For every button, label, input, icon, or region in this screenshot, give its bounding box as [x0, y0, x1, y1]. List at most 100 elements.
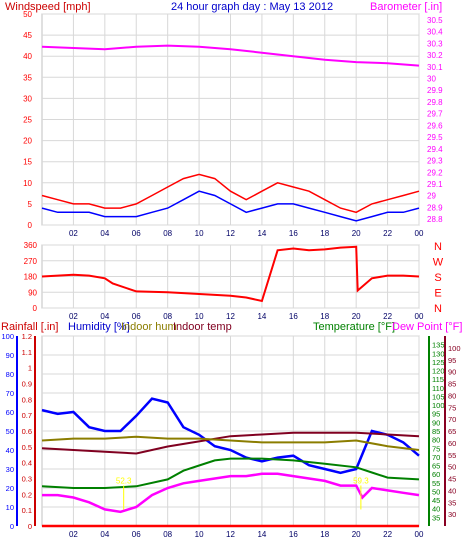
- compass-label: S: [434, 272, 441, 284]
- climate-x-tick-label: 20: [352, 530, 361, 539]
- wind-x-tick-label: 16: [289, 229, 298, 238]
- direction-degree-labels: 0 90 180 270 360: [24, 241, 38, 313]
- annotation-label: 52.3: [116, 476, 132, 485]
- climate-x-tick-label: 12: [226, 530, 235, 539]
- climate-x-tick-label: 16: [289, 530, 298, 539]
- barometer-tick-label: 30.2: [427, 51, 443, 60]
- direction-degree-label: 180: [24, 273, 38, 282]
- time-tick-labels-direction: 02 04 06 08 10 12 14 16 18 20 22 00: [69, 312, 424, 321]
- compass-label: N: [434, 241, 442, 253]
- climate-axis-tick-label: 130: [432, 349, 445, 358]
- climate-axis-tick-label: 0: [28, 522, 32, 531]
- climate-x-tick-label: 00: [415, 530, 424, 539]
- wind-x-tick-label: 08: [163, 229, 172, 238]
- legend-indoor-temp: Indoor temp: [173, 321, 232, 333]
- climate-axis-tick-label: 0.5: [22, 443, 32, 452]
- climate-axis-tick-label: 50: [6, 427, 14, 436]
- climate-axis-tick-label: 65: [448, 427, 456, 436]
- barometer-tick-label: 29.3: [427, 157, 443, 166]
- climate-axis-tick-label: 0.2: [22, 490, 32, 499]
- barometer-tick-label: 29.1: [427, 180, 443, 189]
- legend-indoor-hum: Indoor hum: [121, 321, 177, 333]
- climate-axis-tick-label: 95: [432, 410, 440, 419]
- climate-axis-tick-label: 0.4: [22, 459, 32, 468]
- climate-axis-tick-label: 0.1: [22, 506, 32, 515]
- climate-axis-tick-label: 120: [432, 367, 445, 376]
- climate-x-tick-label: 02: [69, 530, 78, 539]
- barometer-tick-label: 30.3: [427, 39, 443, 48]
- direction-x-tick-label: 04: [100, 312, 109, 321]
- climate-axis-tick-label: 60: [448, 439, 456, 448]
- barometer-tick-label: 29.6: [427, 121, 443, 130]
- gust-line: [41, 173, 420, 214]
- wind-x-tick-label: 12: [226, 229, 235, 238]
- barometer-tick-labels: 28.8 28.9 29 29.1 29.2 29.3 29.4 29.5 29.6 29.7 29…: [427, 16, 443, 224]
- windspeed-tick-label: 50: [23, 10, 32, 19]
- annotation-label: 59.3: [353, 476, 369, 485]
- legend-temperature: Temperature [°F]: [313, 321, 395, 333]
- time-tick-labels-wind: 02 04 06 08 10 12 14 16 18 20 22 00: [69, 229, 424, 238]
- grid-wind: [42, 13, 420, 226]
- windspeed-tick-label: 0: [28, 221, 33, 230]
- climate-axis-tick-label: 75: [432, 444, 440, 453]
- climate-axis-tick-label: 35: [448, 498, 456, 507]
- climate-axis-tick-label: 90: [6, 351, 14, 360]
- compass-label: E: [434, 288, 441, 300]
- climate-axis-tick-label: 85: [432, 427, 440, 436]
- climate-axis-tick-label: 40: [448, 486, 456, 495]
- legend-humidity: Humidity [%]: [68, 321, 130, 333]
- indoor_temp-line: [41, 431, 420, 455]
- barometer-tick-label: 29: [427, 192, 436, 201]
- direction-x-tick-label: 06: [132, 312, 141, 321]
- legend-rainfall: Rainfall [.in]: [1, 321, 58, 333]
- climate-axis-tick-label: 80: [448, 391, 456, 400]
- time-tick-labels-climate: 02 04 06 08 10 12 14 16 18 20 22 00: [69, 530, 424, 539]
- barometer-tick-label: 28.8: [427, 215, 443, 224]
- climate-axis-tick-label: 85: [448, 380, 456, 389]
- barometer-tick-label: 30: [427, 74, 436, 83]
- barometer-tick-label: 28.9: [427, 203, 443, 212]
- direction-x-tick-label: 22: [383, 312, 392, 321]
- barometer-tick-label: 29.8: [427, 98, 443, 107]
- climate-axis-tick-label: 1: [28, 364, 32, 373]
- climate-axis-tick-label: 135: [432, 341, 445, 350]
- barometer-tick-label: 29.4: [427, 145, 443, 154]
- climate-axis-tick-label: 105: [432, 392, 445, 401]
- wind-x-tick-label: 02: [69, 229, 78, 238]
- direction-line: [41, 245, 420, 303]
- barometer-axis-label: Barometer [.in]: [370, 1, 442, 13]
- windspeed-tick-label: 40: [23, 52, 32, 61]
- climate-axis-tick-label: 60: [432, 470, 440, 479]
- climate-axis-tick-label: 40: [432, 505, 440, 514]
- climate-axis-tick-label: 0.6: [22, 427, 32, 436]
- direction-x-tick-label: 18: [320, 312, 329, 321]
- climate-axis-tick-label: 125: [432, 358, 445, 367]
- climate-axes: 0 10 20 30 40 50 60 70 80 90 100 0 0.1 0.2 0.3 0.4 0.5 0.…: [1, 332, 460, 531]
- climate-axis-tick-label: 1.1: [22, 348, 32, 357]
- climate-axis-tick-label: 65: [432, 462, 440, 471]
- climate-axis-tick-label: 0.8: [22, 395, 32, 404]
- climate-x-tick-label: 10: [195, 530, 204, 539]
- wind-x-tick-label: 18: [320, 229, 329, 238]
- direction-x-tick-label: 16: [289, 312, 298, 321]
- climate-x-tick-label: 18: [320, 530, 329, 539]
- windspeed-tick-label: 5: [28, 200, 33, 209]
- climate-axis-tick-label: 115: [432, 375, 444, 384]
- direction-degree-label: 360: [24, 241, 38, 250]
- barometer-tick-label: 29.5: [427, 133, 443, 142]
- direction-x-tick-label: 08: [163, 312, 172, 321]
- climate-axis-tick-label: 0: [10, 522, 14, 531]
- direction-x-tick-label: 10: [195, 312, 204, 321]
- windspeed-axis-label: Windspeed [mph]: [5, 1, 91, 13]
- climate-x-tick-label: 06: [132, 530, 141, 539]
- climate-axis-tick-label: 45: [432, 496, 440, 505]
- climate-x-tick-label: 08: [163, 530, 172, 539]
- windspeed-tick-label: 45: [23, 31, 32, 40]
- wind-x-tick-label: 14: [257, 229, 266, 238]
- wind-x-tick-label: 10: [195, 229, 204, 238]
- chart-title: 24 hour graph day : May 13 2012: [171, 1, 333, 13]
- climate-axis-tick-label: 95: [448, 356, 456, 365]
- climate-x-tick-label: 22: [383, 530, 392, 539]
- climate-axis-tick-label: 50: [432, 487, 440, 496]
